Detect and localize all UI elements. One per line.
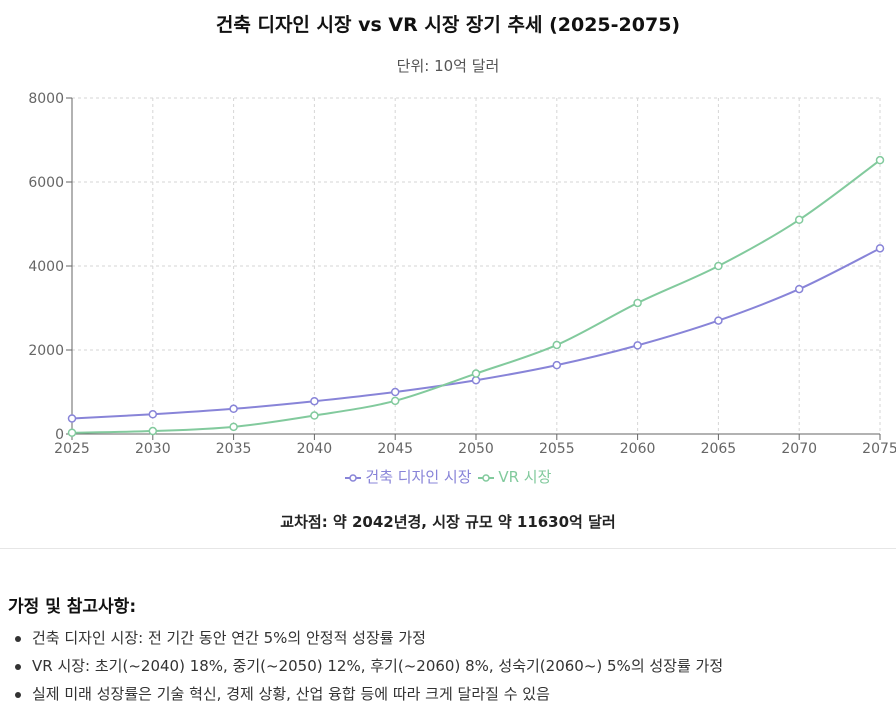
note-item: VR 시장: 초기(~2040) 18%, 중기(~2050) 12%, 후기(… <box>8 652 723 680</box>
data-point-0 <box>875 244 885 253</box>
x-tick-label: 2055 <box>539 441 575 457</box>
data-point-0 <box>229 404 238 414</box>
data-point-1 <box>148 426 158 436</box>
data-point-0 <box>794 284 804 294</box>
data-point-0 <box>310 396 319 406</box>
data-point-1 <box>67 428 77 437</box>
crossover-note: 교차점: 약 2042년경, 시장 규모 약 11630억 달러 <box>280 513 616 531</box>
data-point-0 <box>390 387 400 397</box>
data-point-0 <box>148 410 158 419</box>
line-chart: 0 2000 4000 6000 8000 2025 2030 2035 2040 2045 205… <box>28 91 896 457</box>
x-tick-label: 2065 <box>701 441 737 457</box>
chart-title: 건축 디자인 시장 vs VR 시장 장기 추세 (2025-2075) <box>215 14 681 36</box>
x-tick-label: 2025 <box>54 441 90 457</box>
note-item: 실제 미래 성장률은 기술 혁신, 경제 상황, 산업 융합 등에 따라 크게 … <box>8 680 723 708</box>
legend-label: 건축 디자인 시장 <box>365 468 472 486</box>
notes-heading: 가정 및 참고사항: <box>8 597 137 617</box>
x-tick-label: 2070 <box>781 441 817 457</box>
data-point-0 <box>471 375 481 385</box>
y-tick-label: 0 <box>55 427 64 443</box>
legend-marker-icon <box>477 473 494 482</box>
data-point-1 <box>552 340 562 350</box>
y-tick-label: 4000 <box>28 259 64 275</box>
y-tick-label: 2000 <box>28 343 64 359</box>
legend-marker-icon <box>344 473 361 482</box>
data-point-0 <box>67 414 77 423</box>
data-point-0 <box>714 316 723 325</box>
notes-list: 건축 디자인 시장: 전 기간 동안 연간 5%의 안정적 성장률 가정 VR … <box>8 624 723 708</box>
chart-subtitle: 단위: 10억 달러 <box>396 57 500 75</box>
y-tick-label: 8000 <box>28 91 64 107</box>
data-point-1 <box>794 215 804 225</box>
legend-item: VR 시장 <box>477 466 552 487</box>
x-tick-label: 2035 <box>216 441 252 457</box>
x-tick-label: 2045 <box>377 441 413 457</box>
section-divider <box>0 548 896 549</box>
legend-item: 건축 디자인 시장 <box>344 466 472 487</box>
x-tick-label: 2060 <box>620 441 656 457</box>
x-tick-label: 2030 <box>135 441 171 457</box>
data-point-1 <box>229 422 238 432</box>
data-point-1 <box>714 261 723 271</box>
y-tick-label: 6000 <box>28 175 64 191</box>
x-tick-label: 2075 <box>862 441 896 457</box>
data-point-0 <box>633 341 642 350</box>
data-point-1 <box>633 298 642 308</box>
series-line-1 <box>71 159 881 434</box>
x-tick-label: 2050 <box>458 441 494 457</box>
note-item: 건축 디자인 시장: 전 기간 동안 연간 5%의 안정적 성장률 가정 <box>8 624 723 652</box>
data-point-1 <box>471 369 481 378</box>
data-point-1 <box>875 155 885 165</box>
data-point-0 <box>552 360 562 370</box>
data-point-1 <box>310 411 319 420</box>
legend-label: VR 시장 <box>498 468 552 486</box>
chart-legend: 건축 디자인 시장 VR 시장 <box>0 466 896 487</box>
data-point-1 <box>390 396 400 406</box>
x-tick-label: 2040 <box>297 441 333 457</box>
